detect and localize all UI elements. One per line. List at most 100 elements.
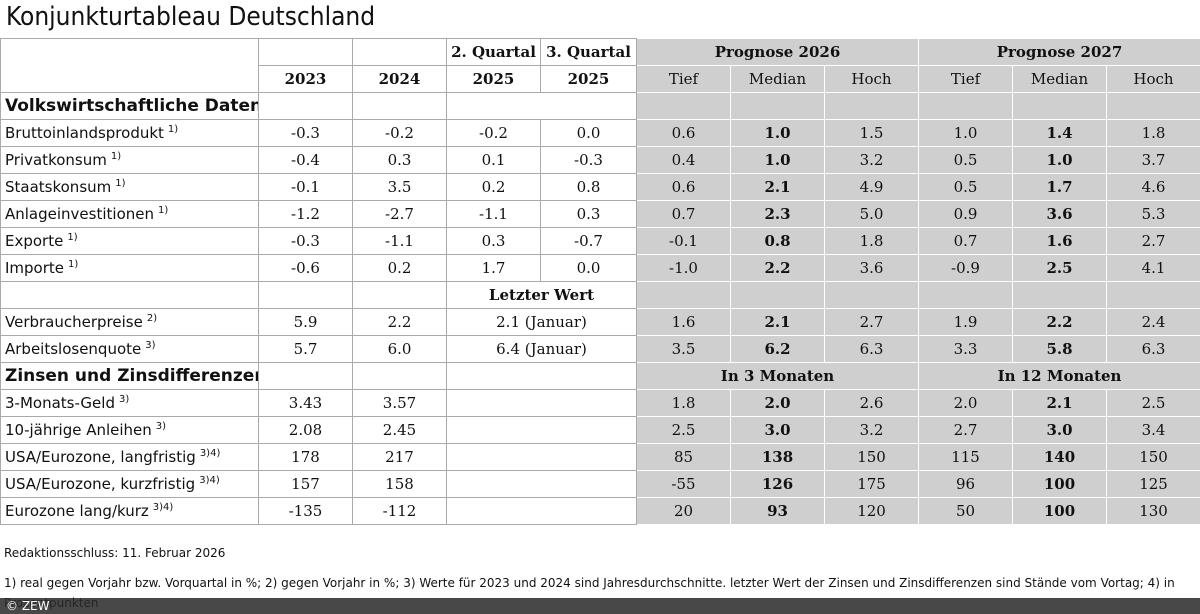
cell: 1.0	[730, 119, 825, 147]
table-row: 10-jährige Anleihen 3) 2.08 2.45 2.5 3.0 3.2 2.…	[0, 416, 1200, 444]
table-row: Staatskonsum 1) -0.1 3.5 0.2 0.8 0.6 2.1 4.9 0.5 1…	[0, 173, 1200, 201]
cell: 3.43	[258, 389, 353, 417]
cell: 3.6	[823, 254, 920, 282]
cell: 5.0	[823, 200, 920, 228]
cell: -55	[636, 470, 731, 498]
row-label: Anlageinvestitionen	[5, 205, 154, 223]
footnote-ref: 1)	[115, 178, 126, 189]
cell: 1.4	[1012, 119, 1108, 147]
cell: Zinsen und Zinsdifferenzen	[0, 362, 259, 390]
cell: 85	[636, 443, 731, 471]
cell: -1.1	[446, 200, 541, 228]
cell: 3.3	[918, 335, 1014, 363]
cell: 96	[918, 470, 1014, 498]
cell: 0.0	[540, 254, 637, 282]
cell: 2.3	[730, 200, 825, 228]
cell: -0.6	[258, 254, 353, 282]
table-row: Privatkonsum 1) -0.4 0.3 0.1 -0.3 0.4 1.0 3.2 0.5…	[0, 146, 1200, 174]
cell	[352, 92, 447, 120]
cell: 130	[1106, 497, 1200, 525]
cell: 1.0	[918, 119, 1014, 147]
footnote-ref: 3)	[145, 340, 156, 351]
cell: 150	[823, 443, 920, 471]
cell	[918, 281, 1014, 309]
cell: 125	[1106, 470, 1200, 498]
cell: 1.0	[1012, 146, 1108, 174]
cell: 2025	[446, 65, 541, 93]
cell: 2.5	[1012, 254, 1108, 282]
row-label: Exporte	[5, 232, 64, 250]
cell	[1106, 281, 1200, 309]
cell	[823, 92, 920, 120]
cell: 2.6	[823, 389, 920, 417]
cell: 4.6	[1106, 173, 1200, 201]
cell	[446, 389, 637, 417]
cell: 217	[352, 443, 447, 471]
cell: 2.1	[1012, 389, 1108, 417]
table-row: 3-Monats-Geld 3) 3.43 3.57 1.8 2.0 2.6 2.0 2.1 2.…	[0, 389, 1200, 417]
cell: USA/Eurozone, langfristig 3)4)	[0, 443, 259, 471]
table-row: Importe 1) -0.6 0.2 1.7 0.0 -1.0 2.2 3.6 -0.9 2.5 4…	[0, 254, 1200, 282]
cell: 3.2	[823, 146, 920, 174]
cell: 2025	[540, 65, 637, 93]
cell: 2.7	[1106, 227, 1200, 255]
cell: 2.1 (Januar)	[446, 308, 637, 336]
footnote-ref: 1)	[68, 259, 79, 270]
cell: 5.7	[258, 335, 353, 363]
cell: 0.9	[918, 200, 1014, 228]
row-label: USA/Eurozone, langfristig	[5, 448, 196, 466]
cell: Prognose 2027	[918, 38, 1200, 66]
cell: 2. Quartal	[446, 38, 541, 66]
table-row: Eurozone lang/kurz 3)4) -135 -112 20 93 120 50 1…	[0, 497, 1200, 525]
cell: 5.8	[1012, 335, 1108, 363]
cell: 2.7	[918, 416, 1014, 444]
cell	[258, 281, 353, 309]
cell: -0.3	[258, 119, 353, 147]
cell: 0.1	[446, 146, 541, 174]
cell	[0, 38, 259, 93]
cell: 0.3	[540, 200, 637, 228]
cell: 3.2	[823, 416, 920, 444]
cell: -0.1	[636, 227, 731, 255]
cell: 150	[1106, 443, 1200, 471]
cell: -1.1	[352, 227, 447, 255]
cell: 0.6	[636, 173, 731, 201]
cell: 0.8	[730, 227, 825, 255]
cell: 1.7	[446, 254, 541, 282]
cell: 126	[730, 470, 825, 498]
footnote-ref: 1)	[110, 151, 122, 162]
cell: -135	[258, 497, 353, 525]
cell: 157	[258, 470, 353, 498]
cell: 3.57	[352, 389, 447, 417]
cell	[352, 281, 447, 309]
cell	[446, 416, 637, 444]
cell: 1.7	[1012, 173, 1108, 201]
row-label: Arbeitslosenquote	[5, 340, 142, 358]
cell: 120	[823, 497, 920, 525]
cell: Arbeitslosenquote 3)	[0, 335, 259, 363]
cell: -0.1	[258, 173, 353, 201]
cell	[446, 470, 637, 498]
row-label: Bruttoinlandsprodukt	[5, 124, 164, 142]
cell	[823, 281, 920, 309]
cell	[0, 281, 259, 309]
cell: 1.8	[823, 227, 920, 255]
cell: Hoch	[1106, 65, 1200, 93]
cell: Staatskonsum 1)	[0, 173, 259, 201]
cell	[918, 92, 1014, 120]
footnote-ref: 3)4)	[199, 475, 220, 486]
table-row: Volkswirtschaftliche Daten	[0, 92, 1200, 120]
cell: 93	[730, 497, 825, 525]
cell: 140	[1012, 443, 1108, 471]
cell: 2.0	[730, 389, 825, 417]
cell: Median	[1012, 65, 1108, 93]
table: 2. Quartal 3. Quartal Prognose 2026 Prognos…	[0, 38, 1200, 525]
cell: 2.5	[1106, 389, 1200, 417]
footnote-ref: 3)	[155, 421, 167, 432]
cell	[1012, 92, 1108, 120]
cell: -0.2	[352, 119, 447, 147]
cell: 3.5	[352, 173, 447, 201]
cell: 5.3	[1106, 200, 1200, 228]
cell: 2.2	[352, 308, 447, 336]
